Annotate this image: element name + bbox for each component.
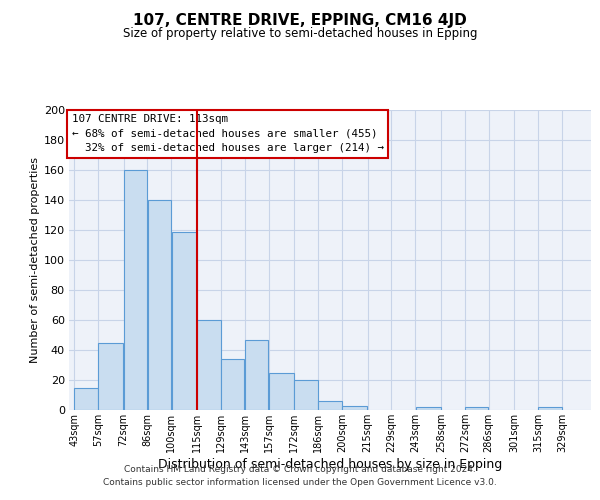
Bar	[124, 170, 147, 410]
Bar	[416, 407, 440, 410]
Bar	[98, 342, 124, 410]
Bar	[245, 340, 268, 410]
Bar	[172, 232, 197, 410]
Text: 107, CENTRE DRIVE, EPPING, CM16 4JD: 107, CENTRE DRIVE, EPPING, CM16 4JD	[133, 12, 467, 28]
Bar	[295, 380, 318, 410]
Text: 107 CENTRE DRIVE: 113sqm
← 68% of semi-detached houses are smaller (455)
  32% o: 107 CENTRE DRIVE: 113sqm ← 68% of semi-d…	[71, 114, 383, 154]
Text: Contains public sector information licensed under the Open Government Licence v3: Contains public sector information licen…	[103, 478, 497, 487]
Y-axis label: Number of semi-detached properties: Number of semi-detached properties	[29, 157, 40, 363]
X-axis label: Distribution of semi-detached houses by size in Epping: Distribution of semi-detached houses by …	[158, 458, 502, 471]
Text: Contains HM Land Registry data © Crown copyright and database right 2024.: Contains HM Land Registry data © Crown c…	[124, 466, 476, 474]
Bar	[465, 407, 488, 410]
Bar	[342, 406, 367, 410]
Bar	[197, 320, 221, 410]
Bar	[148, 200, 171, 410]
Bar	[538, 407, 562, 410]
Bar	[221, 359, 244, 410]
Bar	[318, 401, 342, 410]
Bar	[269, 372, 294, 410]
Bar	[74, 388, 98, 410]
Text: Size of property relative to semi-detached houses in Epping: Size of property relative to semi-detach…	[123, 28, 477, 40]
